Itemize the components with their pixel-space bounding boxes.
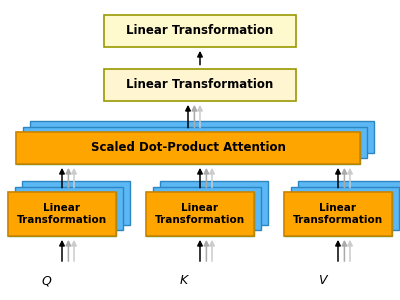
FancyBboxPatch shape: [146, 192, 254, 236]
FancyBboxPatch shape: [146, 192, 254, 236]
FancyBboxPatch shape: [284, 192, 392, 236]
FancyBboxPatch shape: [8, 192, 116, 236]
Text: Linear
Transformation: Linear Transformation: [293, 203, 383, 224]
FancyBboxPatch shape: [104, 15, 296, 46]
Text: Scaled Dot-Product Attention: Scaled Dot-Product Attention: [90, 141, 286, 154]
Text: V: V: [318, 274, 326, 287]
Text: Linear
Transformation: Linear Transformation: [155, 203, 245, 224]
Text: Linear Transformation: Linear Transformation: [126, 24, 274, 37]
FancyBboxPatch shape: [160, 181, 268, 225]
FancyBboxPatch shape: [104, 69, 296, 100]
FancyBboxPatch shape: [284, 192, 392, 236]
Text: Linear Transformation: Linear Transformation: [126, 78, 274, 91]
Text: Linear
Transformation: Linear Transformation: [17, 203, 107, 224]
FancyBboxPatch shape: [15, 187, 123, 230]
FancyBboxPatch shape: [8, 192, 116, 236]
FancyBboxPatch shape: [153, 187, 261, 230]
FancyBboxPatch shape: [16, 132, 360, 164]
FancyBboxPatch shape: [298, 181, 400, 225]
Text: K: K: [180, 274, 188, 287]
FancyBboxPatch shape: [30, 121, 374, 153]
FancyBboxPatch shape: [22, 181, 130, 225]
FancyBboxPatch shape: [23, 127, 367, 158]
FancyBboxPatch shape: [291, 187, 399, 230]
FancyBboxPatch shape: [16, 132, 360, 164]
Text: Q: Q: [41, 274, 51, 287]
